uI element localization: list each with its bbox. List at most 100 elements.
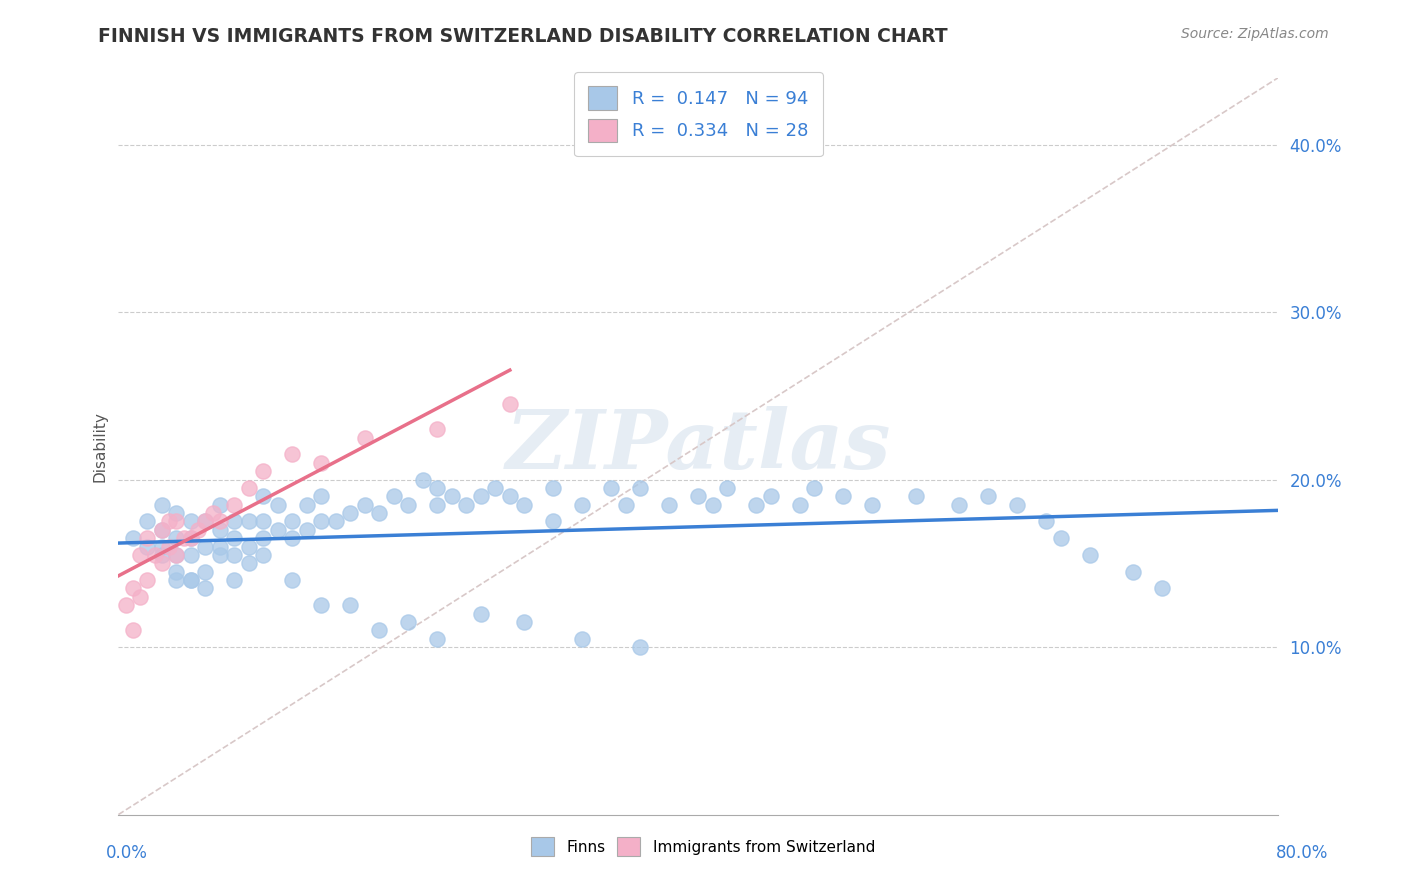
Point (426, 481, 449, 495)
Point (1049, 531, 1071, 545)
Point (194, 582, 217, 596)
Text: ZIPatlas: ZIPatlas (506, 406, 891, 486)
Point (484, 481, 506, 495)
Point (440, 489, 463, 503)
Point (311, 515, 333, 529)
Legend: R =  0.147   N = 94, R =  0.334   N = 28: R = 0.147 N = 94, R = 0.334 N = 28 (574, 72, 823, 156)
Point (281, 515, 304, 529)
Point (165, 548, 187, 562)
Point (238, 481, 260, 495)
Text: 80.0%: 80.0% (1277, 844, 1329, 862)
Point (281, 573, 304, 587)
Point (194, 540, 217, 554)
Point (716, 481, 738, 495)
Point (252, 548, 274, 562)
Point (129, 590, 152, 604)
Point (252, 489, 274, 503)
Point (513, 615, 536, 629)
Point (165, 531, 187, 545)
Point (325, 515, 347, 529)
Point (150, 540, 173, 554)
Point (977, 489, 1000, 503)
Point (238, 540, 260, 554)
Point (267, 523, 290, 537)
Point (129, 548, 152, 562)
Point (803, 481, 825, 495)
Point (832, 489, 855, 503)
Text: FINNISH VS IMMIGRANTS FROM SWITZERLAND DISABILITY CORRELATION CHART: FINNISH VS IMMIGRANTS FROM SWITZERLAND D… (98, 27, 948, 45)
Point (238, 557, 260, 571)
Point (456, 498, 478, 512)
Point (180, 573, 202, 587)
Point (688, 489, 710, 503)
Point (311, 598, 333, 612)
Point (238, 515, 260, 529)
Point (311, 489, 333, 503)
Point (368, 506, 391, 520)
Point (382, 489, 405, 503)
Point (208, 540, 231, 554)
Point (470, 489, 492, 503)
Point (252, 531, 274, 545)
Point (543, 481, 565, 495)
Point (1152, 582, 1174, 596)
Point (571, 632, 593, 646)
Point (426, 498, 449, 512)
Point (173, 531, 195, 545)
Point (150, 523, 173, 537)
Point (208, 548, 231, 562)
Point (426, 632, 449, 646)
Text: 0.0%: 0.0% (105, 844, 148, 862)
Point (789, 498, 811, 512)
Point (354, 431, 377, 445)
Point (122, 582, 145, 596)
Point (252, 515, 274, 529)
Point (1078, 548, 1101, 562)
Point (658, 498, 681, 512)
Point (281, 448, 304, 462)
Point (136, 531, 159, 545)
Point (208, 515, 231, 529)
Point (150, 557, 173, 571)
Point (157, 540, 180, 554)
Point (600, 481, 623, 495)
Point (543, 515, 565, 529)
Point (396, 498, 419, 512)
Point (1122, 565, 1144, 579)
Point (224, 515, 246, 529)
Point (339, 598, 361, 612)
Point (759, 489, 782, 503)
Point (628, 640, 651, 654)
Point (904, 489, 927, 503)
Legend: Finns, Immigrants from Switzerland: Finns, Immigrants from Switzerland (524, 831, 882, 862)
Point (157, 515, 180, 529)
Point (143, 548, 166, 562)
Point (295, 523, 318, 537)
Point (180, 531, 202, 545)
Point (114, 598, 136, 612)
Point (1035, 515, 1057, 529)
Point (165, 515, 187, 529)
Point (150, 523, 173, 537)
Point (614, 498, 637, 512)
Point (267, 498, 290, 512)
Point (948, 498, 970, 512)
Point (208, 498, 231, 512)
Point (224, 548, 246, 562)
Point (208, 523, 231, 537)
Point (165, 548, 187, 562)
Point (180, 573, 202, 587)
Point (412, 473, 434, 487)
Point (165, 573, 187, 587)
Point (122, 624, 145, 638)
Point (165, 506, 187, 520)
Point (194, 565, 217, 579)
Point (180, 515, 202, 529)
Point (702, 498, 724, 512)
Point (311, 456, 333, 470)
Point (224, 531, 246, 545)
Point (499, 397, 522, 411)
Point (628, 481, 651, 495)
Point (354, 498, 377, 512)
Point (187, 523, 209, 537)
